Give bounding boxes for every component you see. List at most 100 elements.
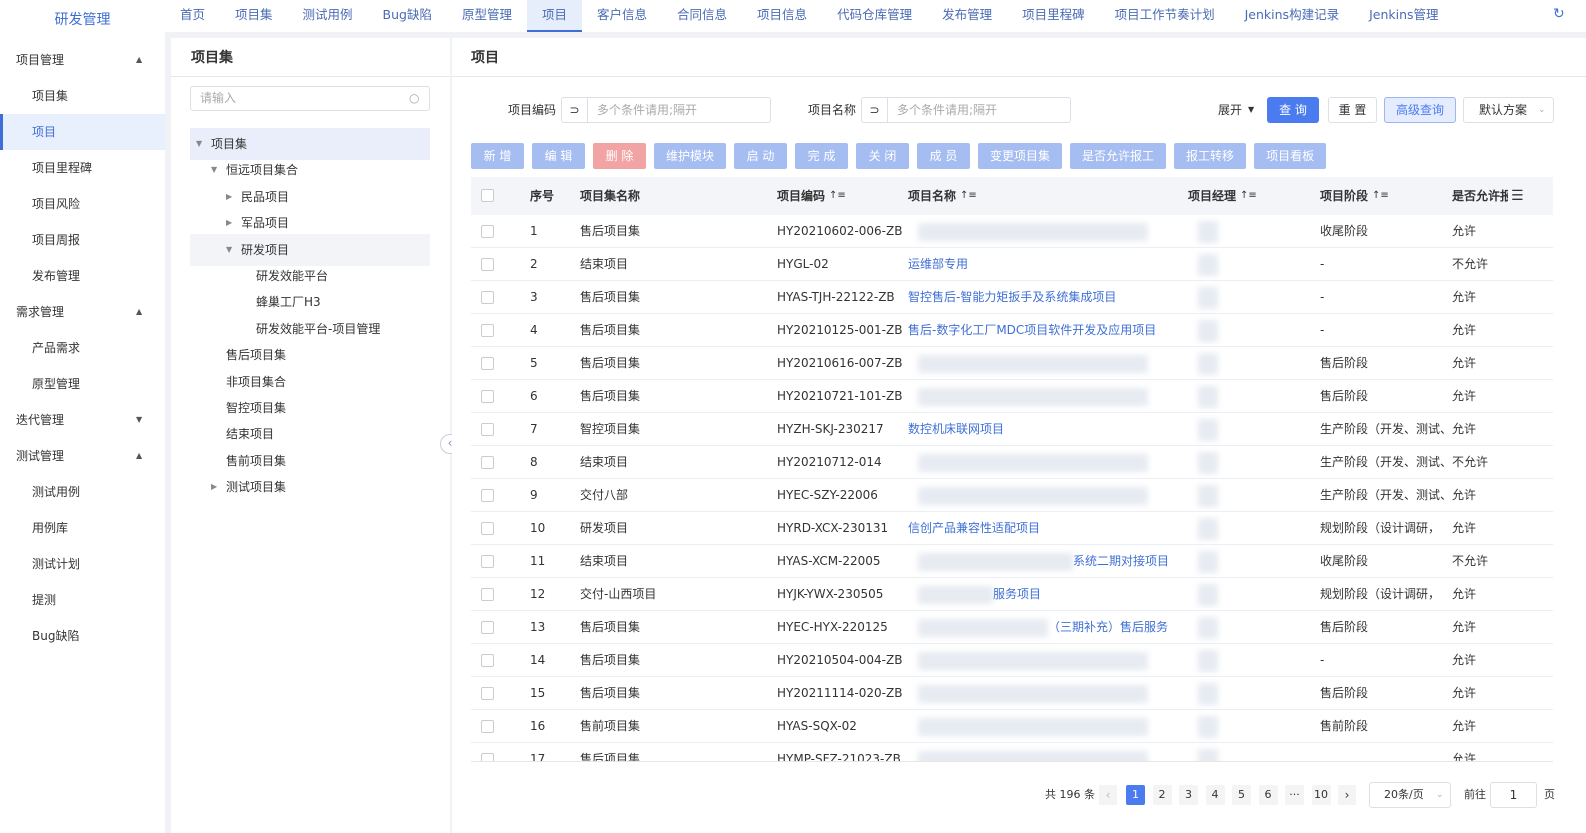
nav-tab[interactable]: 测试用例	[302, 7, 353, 22]
toolbar-button[interactable]: 新 增	[471, 143, 524, 169]
tree-node[interactable]: 研发效能平台	[256, 269, 329, 283]
checkbox[interactable]	[481, 456, 494, 469]
page-button[interactable]: 4	[1205, 785, 1225, 805]
table-cell[interactable]: （三期补充）售后服务	[1048, 620, 1169, 634]
tree-node[interactable]: 研发项目	[241, 242, 290, 257]
menu-item[interactable]: 测试用例	[32, 485, 81, 499]
nav-tab[interactable]: 首页	[180, 7, 206, 22]
tree-node[interactable]: 项目集	[211, 137, 248, 151]
menu-item[interactable]: 项目集	[32, 89, 69, 103]
menu-item[interactable]: 提测	[32, 593, 57, 607]
nav-tab[interactable]: 项目里程碑	[1022, 7, 1085, 22]
menu-item[interactable]: 原型管理	[32, 377, 81, 391]
page-button[interactable]: 5	[1232, 785, 1251, 805]
menu-group[interactable]: 测试管理	[16, 449, 65, 463]
goto-input[interactable]: 1	[1490, 782, 1537, 808]
filter-input[interactable]: ⊃ 多个条件请用;隔开	[561, 97, 771, 123]
table-cell[interactable]: 运维部专用	[908, 257, 969, 271]
menu-group[interactable]: 迭代管理	[16, 413, 65, 427]
toolbar-button[interactable]: 删 除	[593, 143, 646, 169]
checkbox[interactable]	[481, 324, 494, 337]
menu-item[interactable]: 用例库	[32, 521, 69, 535]
page-size[interactable]: 20条/页 ⌄	[1369, 782, 1451, 808]
nav-tab[interactable]: 项目集	[235, 7, 273, 22]
nav-tab[interactable]: 项目工作节奏计划	[1114, 7, 1215, 22]
search-input[interactable]: 请输入 ○	[190, 86, 430, 111]
menu-item[interactable]: 测试计划	[32, 557, 81, 571]
tree-node[interactable]: 民品项目	[241, 189, 290, 204]
toolbar-button[interactable]: 编 辑	[532, 143, 585, 169]
menu-item[interactable]: Bug缺陷	[32, 629, 80, 643]
menu-group[interactable]: 需求管理	[16, 305, 65, 319]
nav-tab[interactable]: 代码仓库管理	[837, 7, 913, 22]
menu-group[interactable]: 项目管理	[16, 53, 65, 67]
next-button[interactable]: ›	[1338, 785, 1356, 805]
tree-node[interactable]: 研发效能平台-项目管理	[256, 321, 381, 336]
checkbox[interactable]	[481, 621, 494, 634]
page-button[interactable]: 3	[1179, 785, 1198, 805]
tree-node[interactable]: 测试项目集	[226, 480, 287, 495]
toolbar-button[interactable]: 完 成	[795, 143, 849, 169]
checkbox[interactable]	[481, 258, 494, 271]
tree-node[interactable]: 智控项目集	[226, 401, 287, 415]
nav-tab[interactable]: 原型管理	[461, 7, 512, 22]
checkbox[interactable]	[481, 291, 494, 304]
checkbox[interactable]	[481, 753, 494, 761]
tree-node[interactable]: 售后项目集	[226, 348, 287, 363]
menu-item[interactable]: 项目风险	[32, 197, 81, 211]
tree-node[interactable]: 军品项目	[241, 216, 290, 231]
toolbar-button[interactable]: 变更项目集	[978, 143, 1063, 169]
expand-button[interactable]: 展开	[1218, 103, 1243, 117]
nav-tab[interactable]: Jenkins管理	[1369, 7, 1439, 22]
checkbox[interactable]	[481, 720, 494, 733]
nav-tab[interactable]: 合同信息	[677, 7, 728, 22]
sort-icon[interactable]: ↑≡	[1240, 190, 1257, 201]
page-button[interactable]: 6	[1258, 785, 1278, 805]
menu-item[interactable]: 项目里程碑	[32, 161, 93, 175]
toolbar-button[interactable]: 项目看板	[1254, 143, 1327, 169]
page-button[interactable]: 1	[1126, 785, 1145, 805]
table-cell[interactable]: 信创产品兼容性适配项目	[908, 521, 1041, 535]
nav-tab[interactable]: 客户信息	[597, 7, 648, 22]
checkbox[interactable]	[481, 687, 494, 700]
reset-button[interactable]: 重 置	[1328, 97, 1377, 123]
table-cell[interactable]: 系统二期对接项目	[1073, 554, 1170, 568]
menu-item[interactable]: 发布管理	[32, 269, 81, 283]
toolbar-button[interactable]: 维护模块	[654, 143, 727, 169]
nav-tab[interactable]: 项目	[527, 0, 583, 32]
table-cell[interactable]: 数控机床联网项目	[908, 422, 1005, 436]
menu-item[interactable]: 项目周报	[32, 233, 81, 247]
page-button[interactable]: 10	[1311, 785, 1331, 805]
scheme-select[interactable]: 默认方案 ⌄	[1463, 97, 1554, 123]
tree-node[interactable]: 结束项目	[226, 427, 275, 442]
sort-icon[interactable]: ↑≡	[960, 190, 977, 201]
checkbox[interactable]	[481, 588, 494, 601]
menu-item[interactable]: 产品需求	[32, 341, 81, 355]
tree-node[interactable]: 恒远项目集合	[226, 163, 299, 178]
checkbox[interactable]	[481, 654, 494, 667]
checkbox[interactable]	[481, 555, 494, 568]
sort-icon[interactable]: ↑≡	[829, 190, 846, 201]
toolbar-button[interactable]: 成 员	[917, 143, 971, 169]
nav-tab[interactable]: 项目信息	[757, 7, 808, 22]
sort-icon[interactable]: ↑≡	[1372, 190, 1389, 201]
tree-node[interactable]: 蜂巢工厂H3	[256, 295, 321, 310]
menu-item[interactable]: 项目	[32, 125, 57, 139]
checkbox[interactable]	[481, 390, 494, 403]
advanced-button[interactable]: 高级查询	[1384, 97, 1456, 123]
filter-op[interactable]: ⊃	[562, 98, 588, 122]
checkbox[interactable]	[481, 423, 494, 436]
toolbar-button[interactable]: 是否允许报工	[1070, 143, 1167, 169]
refresh-icon[interactable]: ↻	[1553, 6, 1565, 22]
table-cell[interactable]: 服务项目	[993, 587, 1042, 601]
search-button[interactable]: 查 询	[1267, 97, 1319, 123]
checkbox[interactable]	[481, 522, 494, 535]
checkbox[interactable]	[481, 189, 494, 202]
table-cell[interactable]: 智控售后-智能力矩扳手及系统集成项目	[908, 290, 1117, 304]
toolbar-button[interactable]: 启 动	[734, 143, 788, 169]
nav-tab[interactable]: Jenkins构建记录	[1244, 7, 1340, 22]
prev-button[interactable]: ‹	[1099, 785, 1117, 805]
nav-tab[interactable]: 发布管理	[942, 7, 993, 22]
table-cell[interactable]: 售后-数字化工厂MDC项目软件开发及应用项目	[908, 323, 1157, 337]
column-settings[interactable]: ☰	[1511, 188, 1524, 204]
